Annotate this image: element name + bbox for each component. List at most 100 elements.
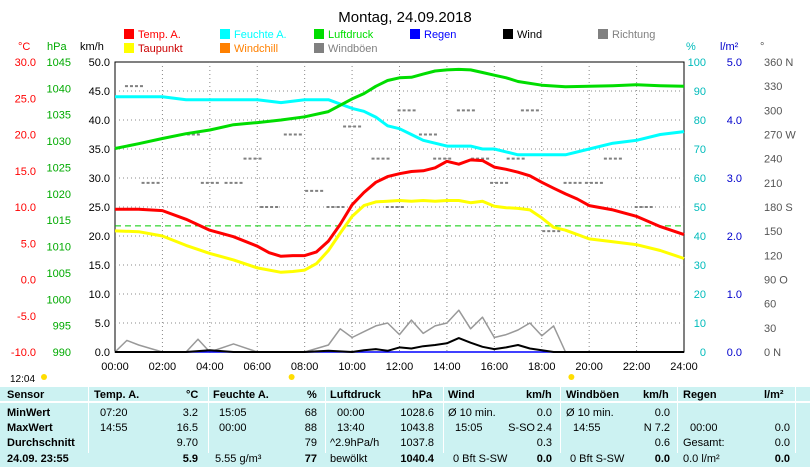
humidity-line: [115, 95, 685, 157]
weather-chart: Montag, 24.09.2018 Temp. A. Taupunkt Feuch…: [10, 9, 796, 385]
cell: 14:55: [100, 422, 128, 434]
temp-tick-label: 30.0: [15, 57, 36, 69]
temp-tick-label: -5.0: [17, 311, 36, 323]
x-tick-label: 00:00: [101, 361, 129, 373]
dir-tick-label: 150: [764, 226, 782, 238]
press-tick-label: 1000: [47, 294, 71, 306]
legend-swatch: [124, 29, 134, 39]
cell: ^2.9hPa/h: [330, 437, 380, 449]
row-label: MaxWert: [7, 422, 53, 434]
hum-tick-label: 30: [694, 260, 706, 272]
table-header-row: Sensor Temp. A. °C Feuchte A. % Luftdruc…: [0, 389, 810, 403]
hum-tick-label: 100: [688, 57, 706, 69]
dir-tick-label: 240: [764, 154, 782, 166]
press-tick-label: 1045: [47, 57, 71, 69]
legend-swatch: [220, 43, 230, 53]
table-row: MaxWert 14:55 16.5 00:00 88 13:40 1043.8…: [0, 422, 810, 436]
rain-tick-label: 0.0: [727, 347, 742, 359]
wind-tick-label: 45.0: [89, 86, 110, 98]
temp-tick-label: 0.0: [21, 275, 36, 287]
table-row: Durchschnitt 9.70 79 ^2.9hPa/h 1037.8 0.…: [0, 437, 810, 451]
hdr-wind-unit: km/h: [526, 389, 552, 401]
cell: 0.0: [536, 407, 552, 419]
hum-tick-label: 70: [694, 144, 706, 156]
dir-tick-label: 180 S: [764, 202, 793, 214]
x-tick-label: 22:00: [623, 361, 651, 373]
legend-swatch: [503, 29, 513, 39]
hdr-rain: Regen: [683, 389, 717, 401]
x-tick-label: 04:00: [196, 361, 224, 373]
temp-tick-label: 5.0: [21, 238, 36, 250]
rain-unit: l/m²: [720, 41, 739, 53]
sunrise-marker: [288, 374, 295, 380]
hum-tick-label: 20: [694, 289, 706, 301]
hdr-gust-unit: km/h: [643, 389, 669, 401]
now-marker: [41, 374, 47, 380]
legend-swatch: [314, 43, 324, 53]
temp-tick-label: 10.0: [15, 202, 36, 214]
cell: 0 Bft S-SW: [570, 453, 625, 465]
dir-tick-label: 330: [764, 81, 782, 93]
cell: 00:00: [219, 422, 247, 434]
x-tick-label: 12:00: [386, 361, 414, 373]
cell: 1028.6: [400, 407, 434, 419]
press-tick-label: 1040: [47, 83, 71, 95]
sunset-marker: [568, 374, 575, 380]
temp-tick-label: -10.0: [11, 347, 36, 359]
axis-units: °C hPa km/h% l/m² °: [18, 41, 764, 53]
rain-tick-label: 5.0: [727, 57, 742, 69]
wind-unit: km/h: [80, 41, 104, 53]
x-tick-label: 24:00: [670, 361, 698, 373]
stats-table: Sensor Temp. A. °C Feuchte A. % Luftdruc…: [0, 387, 810, 467]
temp-tick-label: 20.0: [15, 130, 36, 142]
dewpoint-line: [114, 199, 685, 274]
hum-tick-label: 60: [694, 173, 706, 185]
cell: 3.2: [182, 407, 198, 419]
legend-label: Richtung: [612, 29, 655, 41]
wind-tick-label: 0.0: [95, 347, 110, 359]
hdr-wind: Wind: [448, 389, 475, 401]
cell: 00:00: [337, 407, 365, 419]
dir-tick-label: 120: [764, 250, 782, 262]
press-tick-label: 1020: [47, 189, 71, 201]
legend-swatch: [598, 29, 608, 39]
row-label: MinWert: [7, 407, 51, 419]
hdr-press: Luftdruck: [330, 389, 381, 401]
wind-tick-label: 35.0: [89, 144, 110, 156]
cell: 2.4: [536, 422, 552, 434]
cell: 00:00: [690, 422, 718, 434]
wind-tick-label: 50.0: [89, 57, 110, 69]
cell: 9.70: [176, 437, 198, 449]
legend-label: Taupunkt: [138, 43, 183, 55]
wind-tick-label: 40.0: [89, 115, 110, 127]
hum-tick-label: 0: [700, 347, 706, 359]
legend-label: Wind: [517, 29, 542, 41]
cell: 0.0 l/m²: [683, 453, 720, 465]
hdr-hum: Feuchte A.: [213, 389, 269, 401]
rain-tick-label: 4.0: [727, 115, 742, 127]
cell: 1043.8: [400, 422, 434, 434]
cell: bewölkt: [330, 453, 368, 465]
press-tick-label: 995: [53, 321, 71, 333]
cell: 0.0: [774, 422, 790, 434]
cell: 1040.4: [400, 453, 434, 465]
press-tick-label: 1015: [47, 215, 71, 227]
cell: 14:55: [573, 422, 601, 434]
legend-label: Luftdruck: [328, 29, 374, 41]
cell: 15:05: [455, 422, 483, 434]
rain-tick-label: 1.0: [727, 289, 742, 301]
cell: 79: [304, 437, 317, 449]
pressure-line: [114, 67, 685, 150]
cell: 0.0: [654, 453, 670, 465]
chart-title: Montag, 24.09.2018: [338, 9, 471, 26]
wind-tick-label: 5.0: [95, 318, 110, 330]
legend-label: Feuchte A.: [234, 29, 287, 41]
table-row: MinWert 07:20 3.2 15:05 68 00:00 1028.6 …: [0, 407, 810, 421]
temp-unit: °C: [18, 41, 30, 53]
temperature-line: [115, 158, 685, 258]
legend-label: Regen: [424, 29, 456, 41]
legend-label: Windböen: [328, 43, 378, 55]
press-tick-label: 1035: [47, 110, 71, 122]
temp-tick-label: 25.0: [15, 93, 36, 105]
hdr-temp-unit: °C: [186, 389, 199, 401]
